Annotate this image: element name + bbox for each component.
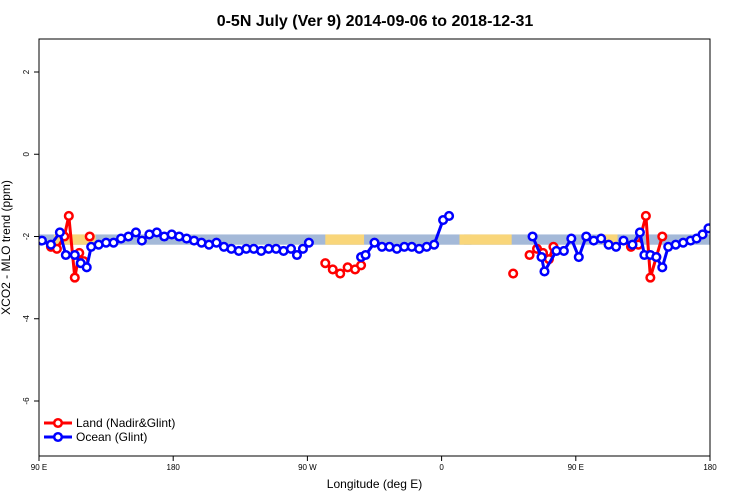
- x-tick-label: 90 E: [568, 463, 584, 472]
- band-segment-land: [459, 234, 512, 245]
- ocean-data-point: [581, 231, 592, 242]
- y-axis: 2 0 -2 -4 -6: [22, 69, 39, 405]
- ocean-data-point: [297, 243, 308, 254]
- ocean-data-point: [573, 252, 584, 263]
- ocean-data-point: [651, 252, 662, 263]
- ocean-data-point: [703, 223, 710, 234]
- ocean-data-point: [54, 227, 65, 238]
- ocean-data-point: [738, 224, 746, 232]
- land-data-point: [63, 210, 74, 221]
- x-tick-label: 90 E: [31, 463, 47, 472]
- ocean-data-point: [697, 229, 708, 240]
- ocean-data-point: [717, 231, 725, 239]
- band-segment-land: [602, 234, 618, 245]
- legend-land-label: Land (Nadir&Glint): [76, 416, 175, 430]
- band-segment-land: [53, 234, 96, 245]
- land-data-point: [335, 268, 346, 279]
- ocean-data-point: [618, 235, 629, 246]
- ocean-data-point: [369, 237, 380, 248]
- ocean-data-point: [130, 227, 141, 238]
- land-data-point: [657, 231, 668, 242]
- legend: Land (Nadir&Glint)Ocean (Glint): [44, 416, 175, 444]
- ocean-data-point: [108, 237, 119, 248]
- ocean-data-point: [60, 249, 71, 261]
- land-data-point: [640, 210, 651, 221]
- land-data-point: [524, 249, 535, 261]
- ocean-data-point: [730, 229, 738, 237]
- x-tick-label: 180: [167, 463, 181, 472]
- ocean-data-point: [527, 231, 538, 242]
- ocean-data-point: [360, 249, 371, 261]
- ocean-data-point: [723, 237, 731, 245]
- ocean-data-point: [611, 241, 622, 252]
- land-data-point: [327, 264, 338, 275]
- ocean-data-point: [743, 235, 750, 243]
- y-axis-label: XCO2 - MLO trend (ppm): [0, 180, 13, 315]
- legend-ocean-label: Ocean (Glint): [76, 430, 147, 444]
- ocean-data-point: [285, 243, 297, 254]
- y-tick-label: 0: [22, 151, 31, 156]
- ocean-data-point: [123, 231, 134, 242]
- ocean-data-point: [558, 245, 569, 256]
- ocean-data-point: [709, 230, 710, 235]
- ocean-data-point: [291, 249, 303, 261]
- ocean-data-point: [536, 252, 547, 263]
- x-tick-label: 90 W: [298, 463, 317, 472]
- ocean-data-point: [45, 239, 56, 250]
- ocean-data-point: [596, 233, 607, 244]
- ocean-data-point: [81, 262, 92, 273]
- ocean-data-point: [136, 235, 147, 246]
- ocean-data-point: [634, 227, 645, 238]
- x-axis-label: Longitude (deg E): [327, 477, 422, 491]
- land-data-point: [84, 231, 95, 242]
- legend-land-marker: [52, 417, 64, 429]
- ocean-data-point: [151, 227, 162, 238]
- y-tick-label: 2: [22, 69, 31, 74]
- ocean-data-point: [429, 239, 440, 250]
- x-tick-label: 0: [439, 463, 444, 472]
- ocean-data-point: [303, 237, 314, 248]
- legend-ocean-marker: [52, 431, 64, 443]
- ocean-data-point: [627, 239, 638, 250]
- ocean-data-point: [657, 262, 668, 273]
- ocean-data-point: [211, 237, 222, 248]
- land-data-point: [320, 258, 331, 269]
- x-tick-label: 180: [703, 463, 717, 472]
- ocean-data-point: [39, 235, 48, 246]
- land-data-point: [645, 272, 656, 283]
- land-data-point: [356, 260, 367, 271]
- ocean-data-point: [444, 210, 455, 221]
- ocean-data-point: [566, 233, 577, 244]
- series-group: [39, 210, 750, 283]
- y-tick-label: -4: [22, 315, 31, 323]
- band-segment-land: [325, 234, 365, 245]
- chart-title: 0-5N July (Ver 9) 2014-09-06 to 2018-12-…: [217, 13, 534, 30]
- plot-frame: [38, 38, 711, 457]
- y-tick-label: -6: [22, 397, 31, 405]
- land-data-point: [508, 268, 519, 279]
- ocean-data-point: [539, 266, 550, 277]
- x-axis: 90 E 180 90 W 0 90 E 180: [31, 456, 717, 472]
- y-tick-label: -2: [22, 232, 31, 240]
- ocean-data-point: [69, 249, 80, 261]
- land-data-point: [69, 272, 80, 283]
- band-segment-ocean: [39, 234, 472, 245]
